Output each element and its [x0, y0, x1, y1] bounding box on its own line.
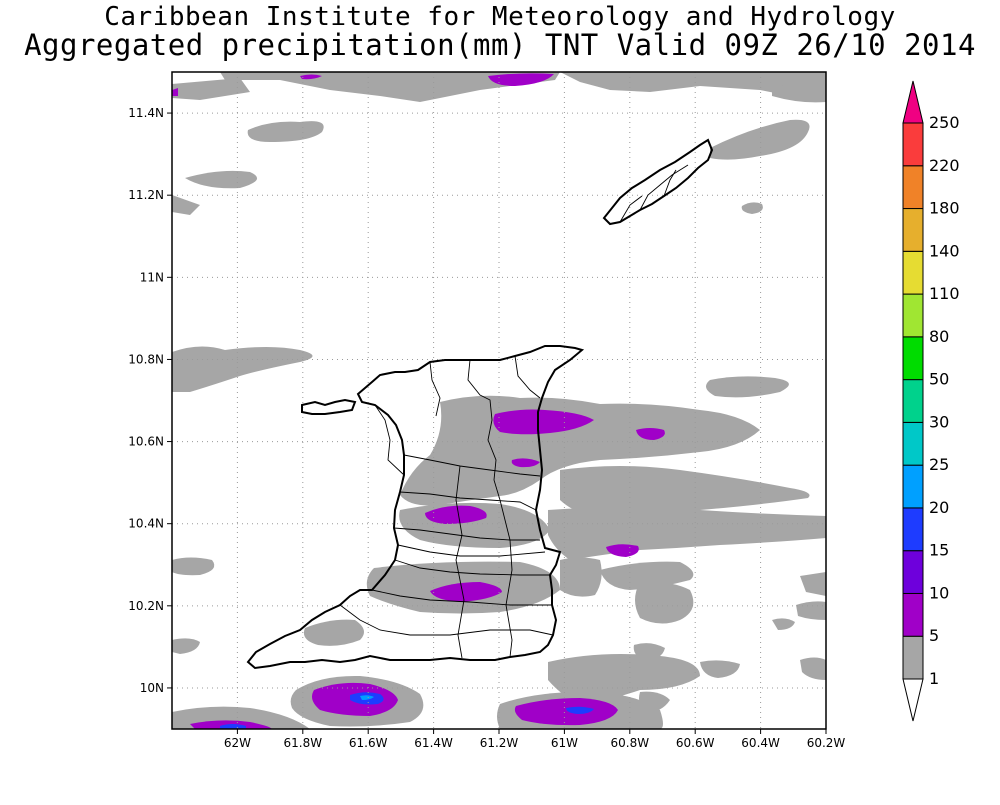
- lon-tick-label: 60.2W: [807, 736, 846, 750]
- colorbar-label: 250: [929, 113, 960, 132]
- colorbar-swatch: [902, 678, 924, 722]
- lat-tick-label: 10.8N: [128, 352, 164, 366]
- lat-tick-label: 11N: [140, 270, 164, 284]
- tobago-coastline: [602, 138, 714, 226]
- colorbar-swatch: [902, 293, 924, 338]
- administrative-boundaries: [339, 164, 689, 659]
- colorbar-label: 110: [929, 284, 960, 303]
- colorbar-label: 5: [929, 626, 939, 645]
- colorbar-swatch: [902, 165, 924, 210]
- colorbar-label: 80: [929, 327, 949, 346]
- trinidad-bocas-islands: [301, 398, 357, 415]
- colorbar-label: 30: [929, 412, 949, 431]
- chart-subtitle: Aggregated precipitation(mm) TNT Valid 0…: [24, 28, 976, 62]
- colorbar-label: 140: [929, 241, 960, 260]
- colorbar-label: 50: [929, 370, 949, 389]
- lon-tick-label: 60.4W: [741, 736, 780, 750]
- colorbar-swatch: [902, 592, 924, 637]
- colorbar-swatch: [902, 80, 924, 124]
- colorbar-swatch: [902, 464, 924, 509]
- colorbar-label: 15: [929, 541, 949, 560]
- lat-tick-label: 10.2N: [128, 599, 164, 613]
- lon-tick-label: 62W: [224, 736, 251, 750]
- colorbar-swatch: [902, 507, 924, 552]
- lat-tick-label: 11.4N: [128, 106, 164, 120]
- lon-tick-label: 60.6W: [676, 736, 715, 750]
- longitude-axis: 62W 61.8W 61.6W 61.4W 61.2W 61W 60.8W 60.6W 60.4…: [224, 729, 846, 750]
- colorbar-swatch: [902, 122, 924, 167]
- colorbar-label: 20: [929, 498, 949, 517]
- colorbar-swatch: [902, 421, 924, 466]
- lon-tick-label: 61.8W: [284, 736, 323, 750]
- colorbar-label: 25: [929, 455, 949, 474]
- lat-tick-label: 10N: [140, 681, 164, 695]
- trinidad-coastline: [246, 345, 585, 670]
- lat-tick-label: 10.4N: [128, 517, 164, 531]
- lon-tick-label: 61.2W: [480, 736, 519, 750]
- colorbar-swatch: [902, 379, 924, 423]
- lat-tick-label: 10.6N: [128, 435, 164, 449]
- lon-tick-label: 61W: [551, 736, 578, 750]
- colorbar-label: 1: [929, 669, 939, 688]
- colorbar-label: 10: [929, 583, 949, 602]
- colorbar-label: 180: [929, 199, 960, 218]
- chart-title: Caribbean Institute for Meteorology and …: [104, 2, 896, 32]
- colorbar-swatch: [902, 250, 924, 295]
- rain-area-very-heavy: [360, 695, 374, 700]
- lon-tick-label: 61.6W: [349, 736, 388, 750]
- colorbar-swatch: [902, 635, 924, 680]
- colorbar-swatch: [902, 208, 924, 252]
- colorbar-swatch: [902, 550, 924, 594]
- colorbar-swatch: [902, 336, 924, 381]
- colorbar-label: 220: [929, 156, 960, 175]
- latitude-axis: 10N 10.2N 10.4N 10.6N 10.8N 11N 11.2N 11.4N: [128, 106, 172, 695]
- lat-tick-label: 11.2N: [128, 188, 164, 202]
- lon-tick-label: 61.4W: [414, 736, 453, 750]
- lon-tick-label: 60.8W: [611, 736, 650, 750]
- land-outlines: [246, 138, 714, 670]
- map-gridlines: [172, 72, 827, 729]
